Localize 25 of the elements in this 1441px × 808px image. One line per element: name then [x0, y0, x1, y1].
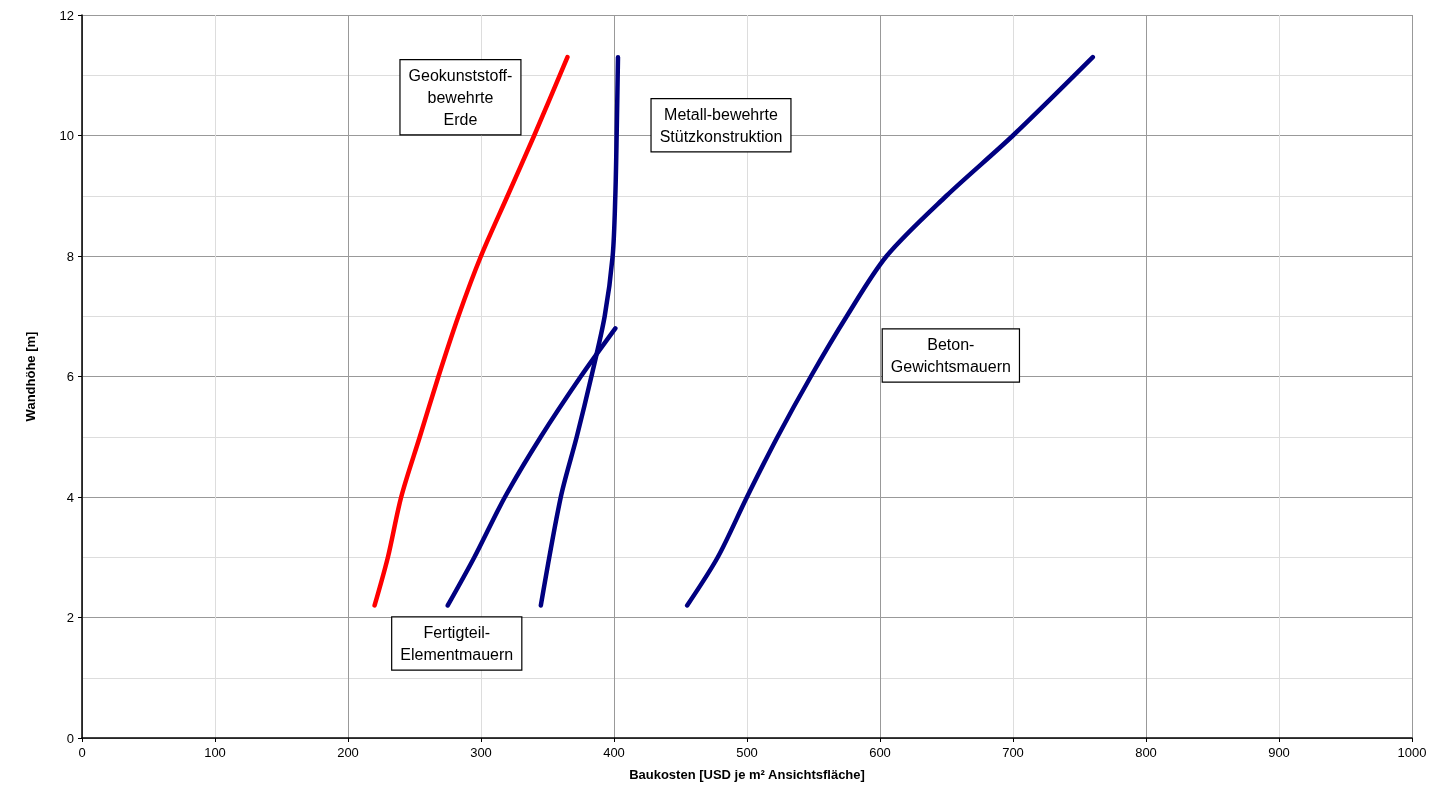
y-axis-title: Wandhöhe [m]: [23, 331, 38, 422]
x-tick-label: 500: [736, 745, 758, 760]
x-tick-label: 0: [78, 745, 86, 760]
series-label: Geokunststoff- bewehrte Erde: [408, 66, 513, 128]
x-tick-label: 600: [869, 745, 891, 760]
text: Beton- Gewichtsmauern: [890, 336, 1011, 375]
x-tick-label: 300: [470, 745, 492, 760]
y-tick-label: 8: [66, 248, 74, 264]
y-tick-label: 10: [59, 128, 74, 143]
x-tick-label: 700: [1002, 745, 1024, 760]
x-tick-label: 200: [337, 745, 359, 760]
y-tick-label: 12: [59, 7, 74, 23]
text: Metall-bewehrte Stützkonstruktion: [659, 105, 783, 145]
x-tick-label: 100: [204, 745, 226, 760]
x-tick-label: 800: [1135, 745, 1157, 760]
x-tick-label: 900: [1268, 745, 1290, 760]
y-tick-label: 6: [66, 369, 74, 384]
x-axis-title: Baukosten [USD je m² Ansichtsfläche]: [629, 767, 865, 782]
line-series: [372, 54, 570, 608]
text: Fertigteil- Elementmauern: [400, 623, 514, 663]
y-tick-label: 2: [66, 610, 74, 625]
y-tick-label: 4: [66, 489, 74, 505]
y-tick-label: 0: [66, 730, 74, 746]
x-tick-label: 1000: [1397, 745, 1427, 760]
x-tick-label: 400: [603, 745, 625, 760]
